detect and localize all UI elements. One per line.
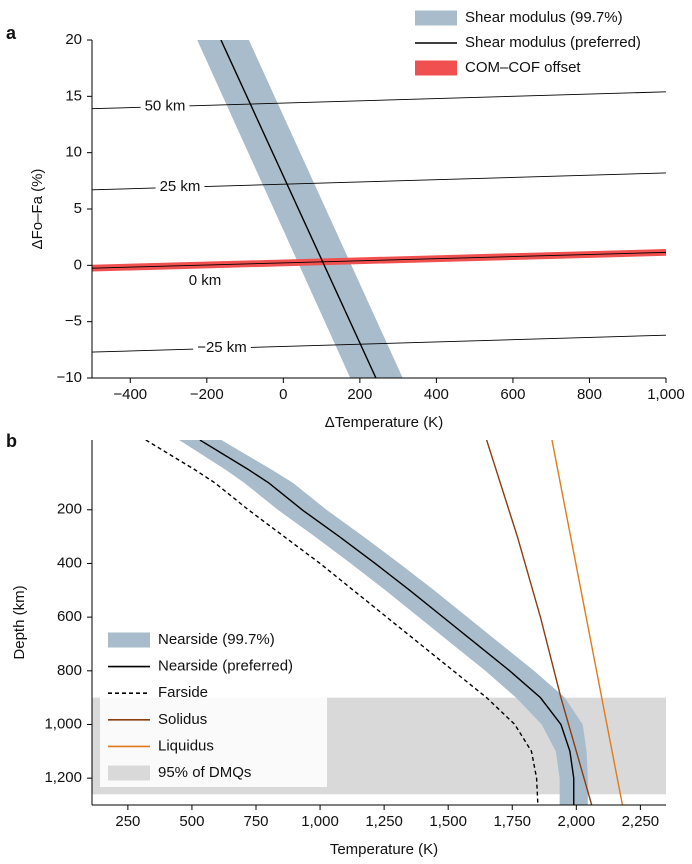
legend-swatch <box>415 60 457 76</box>
legend-background <box>100 627 327 787</box>
x-tick-label: 1,500 <box>429 813 467 830</box>
legend-label: COM–COF offset <box>465 59 581 76</box>
contour-line <box>92 334 666 353</box>
x-tick-label: 1,750 <box>493 813 531 830</box>
line <box>485 440 593 805</box>
y-tick-label: −10 <box>57 369 82 386</box>
legend-swatch <box>108 765 150 781</box>
y-tick-label: −5 <box>65 313 82 330</box>
y-tick-label: 10 <box>65 144 82 161</box>
y-tick-label: 800 <box>57 662 82 679</box>
x-tick-label: 750 <box>243 813 268 830</box>
contour-label: 0 km <box>189 272 222 289</box>
legend-label: Nearside (preferred) <box>158 658 293 675</box>
y-tick-label: 15 <box>65 87 82 104</box>
panel-label: a <box>6 23 17 43</box>
x-tick-label: −400 <box>113 386 147 403</box>
x-tick-label: −200 <box>190 386 224 403</box>
legend-label: 95% of DMQs <box>158 764 251 781</box>
x-tick-label: 500 <box>179 813 204 830</box>
legend-label: Solidus <box>158 711 207 728</box>
line <box>220 40 377 378</box>
legend-swatch <box>108 632 150 648</box>
x-tick-label: 600 <box>500 386 525 403</box>
x-tick-label: 1,000 <box>647 386 685 403</box>
y-axis-label: ΔFo–Fa (%) <box>29 169 46 250</box>
y-tick-label: 0 <box>74 256 82 273</box>
label-background <box>140 97 190 115</box>
legend-label: Shear modulus (preferred) <box>465 34 641 51</box>
x-tick-label: 200 <box>347 386 372 403</box>
legend-label: Nearside (99.7%) <box>158 631 275 648</box>
x-tick-label: 400 <box>424 386 449 403</box>
x-tick-label: 2,000 <box>558 813 596 830</box>
x-tick-label: 800 <box>577 386 602 403</box>
line <box>551 440 624 805</box>
x-tick-label: 1,000 <box>301 813 339 830</box>
label-background <box>155 178 205 196</box>
x-tick-label: 1,250 <box>365 813 403 830</box>
contour-label: −25 km <box>197 339 247 356</box>
y-tick-label: 200 <box>57 501 82 518</box>
contour-label: 25 km <box>160 178 201 195</box>
line <box>199 440 575 805</box>
y-axis-label: Depth (km) <box>11 585 28 659</box>
legend-label: Liquidus <box>158 737 214 754</box>
y-tick-label: 600 <box>57 608 82 625</box>
x-axis-label: Temperature (K) <box>330 841 438 858</box>
x-axis-label: ΔTemperature (K) <box>325 414 443 431</box>
y-tick-label: 400 <box>57 554 82 571</box>
band <box>197 40 403 378</box>
legend-swatch <box>415 10 457 26</box>
x-tick-label: 2,250 <box>622 813 660 830</box>
panel-label: b <box>6 431 17 451</box>
contour-line <box>92 251 666 269</box>
y-tick-label: 1,000 <box>44 715 82 732</box>
y-tick-label: 20 <box>65 31 82 48</box>
y-tick-label: 1,200 <box>44 769 82 786</box>
legend-label: Shear modulus (99.7%) <box>465 9 623 26</box>
x-tick-label: 0 <box>279 386 287 403</box>
x-tick-label: 250 <box>115 813 140 830</box>
plot-area <box>92 40 666 378</box>
contour-label: 50 km <box>145 98 186 115</box>
y-tick-label: 5 <box>74 200 82 217</box>
legend-label: Farside <box>158 684 208 701</box>
label-background <box>193 339 251 357</box>
